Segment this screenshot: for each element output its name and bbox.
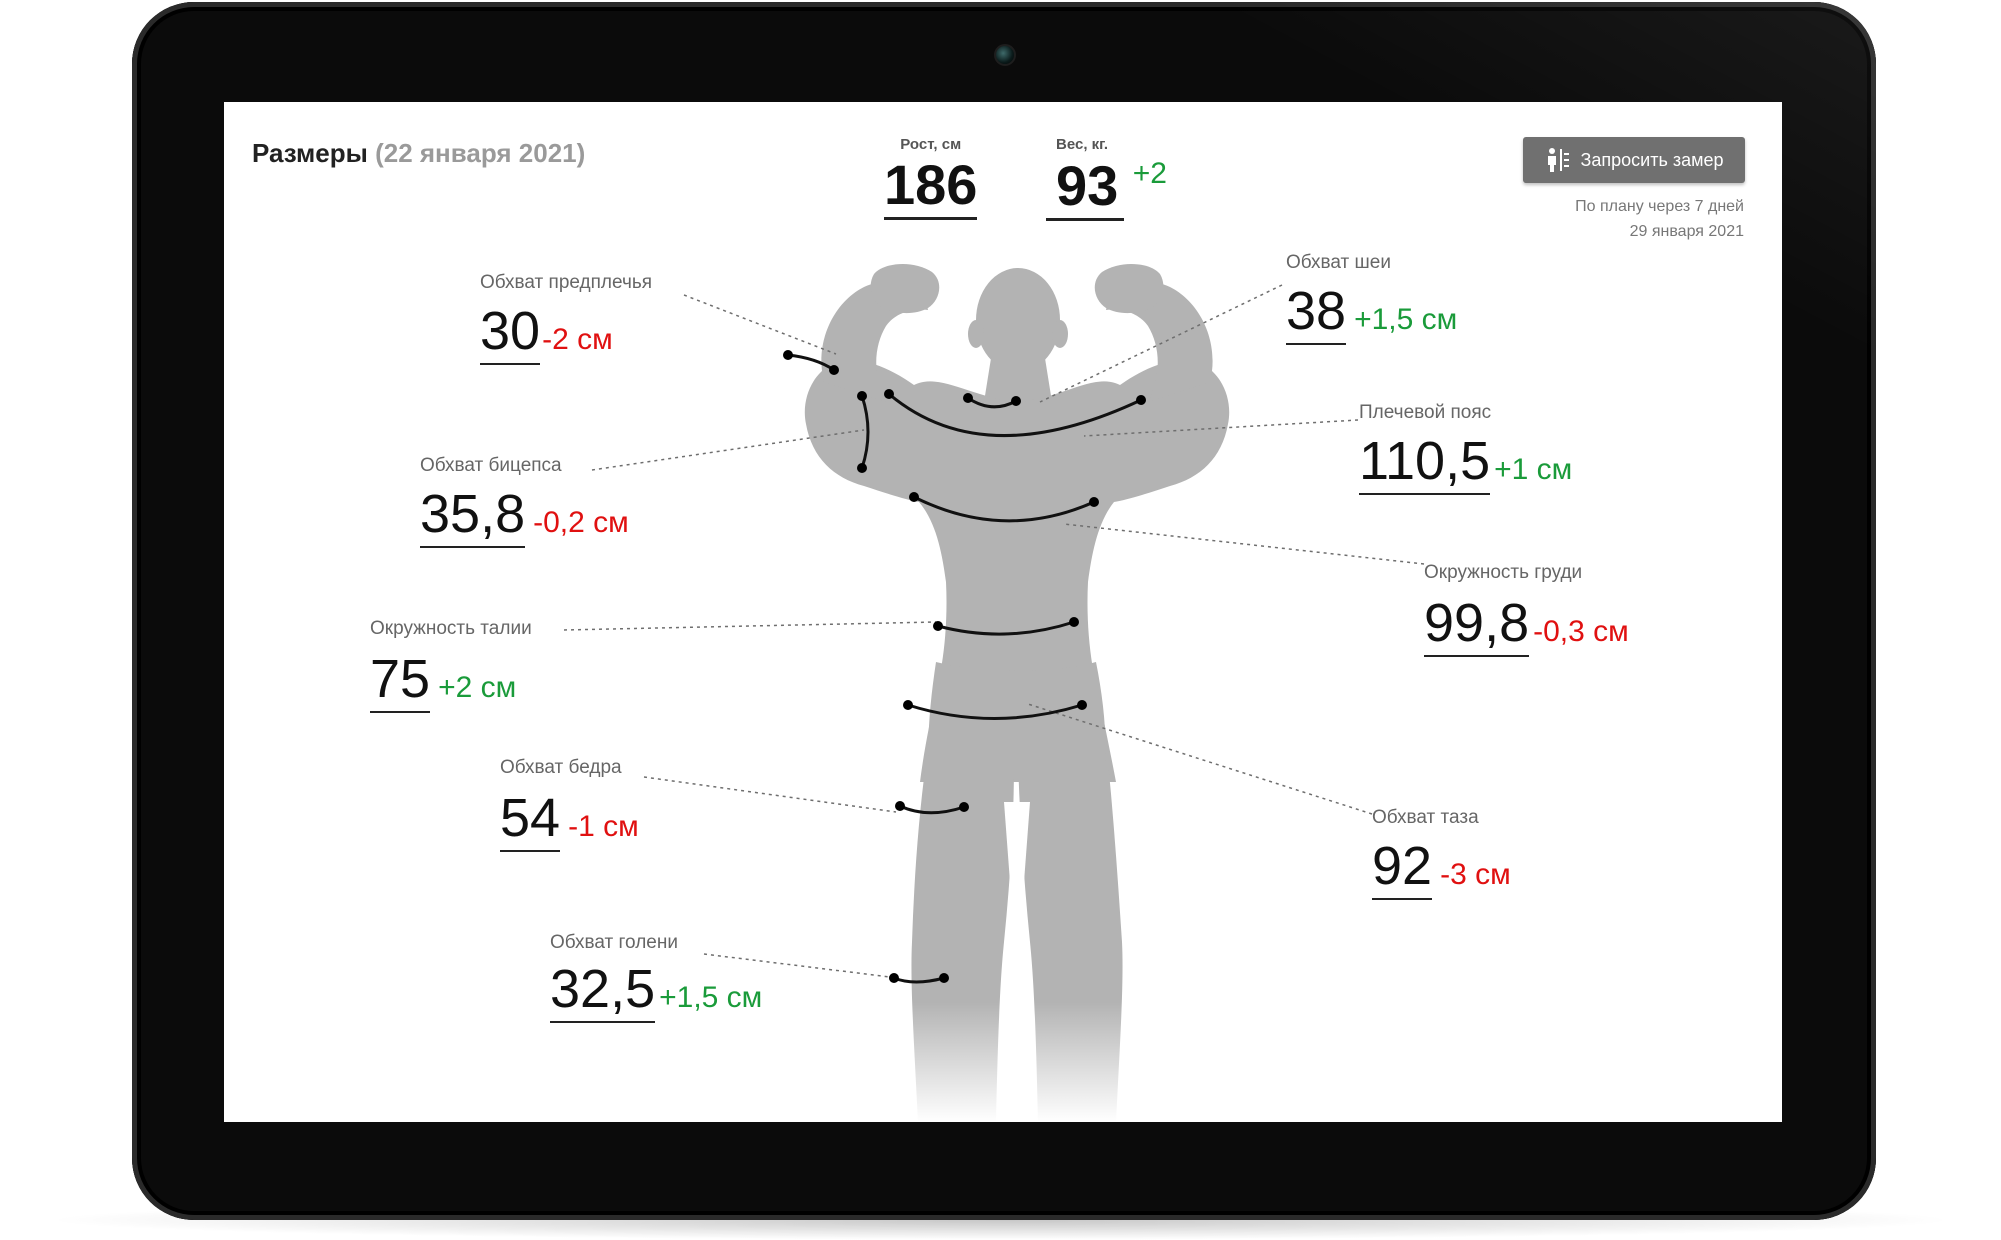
measure-forearm[interactable]: Обхват предплечья 30-2 см (480, 272, 653, 365)
biceps-value: 35,8 (420, 484, 526, 548)
biceps-label: Обхват бицепса (420, 455, 562, 476)
body-figure (563, 263, 1425, 1122)
waist-value: 75 (370, 649, 431, 713)
measure-shoulders[interactable]: Плечевой пояс 110,5 +1 см (1359, 402, 1573, 495)
measure-thigh[interactable]: Обхват бедра 54 -1 см (500, 757, 639, 852)
thigh-delta: -1 см (568, 810, 639, 843)
people-icon (1547, 148, 1569, 172)
measure-biceps[interactable]: Обхват бицепса 35,8 -0,2 см (420, 455, 629, 548)
screen: Размеры (22 января 2021) Рост, см 186 Ве… (224, 102, 1782, 1122)
leader-lines (563, 284, 1425, 978)
neck-label: Обхват шеи (1286, 252, 1391, 273)
waist-label: Окружность талии (370, 618, 532, 639)
body-silhouette (804, 263, 1230, 1122)
weight-stat: Вес, кг. 93 +2 (1046, 136, 1167, 221)
weight-label: Вес, кг. (1056, 136, 1109, 153)
forearm-delta: -2 см (542, 323, 613, 356)
shoulders-label: Плечевой пояс (1359, 402, 1492, 423)
neck-delta: +1,5 см (1354, 303, 1458, 336)
request-button-label: Запросить замер (1580, 149, 1724, 170)
waist-delta: +2 см (438, 671, 517, 704)
height-value: 186 (884, 157, 978, 220)
neck-value: 38 (1286, 281, 1347, 345)
request-measurement-button[interactable]: Запросить замер (1523, 137, 1745, 183)
chest-label: Окружность груди (1424, 562, 1583, 583)
calf-delta: +1,5 см (659, 981, 763, 1014)
biceps-delta: -0,2 см (533, 506, 629, 539)
figure-fade (884, 1002, 1144, 1122)
chest-delta: -0,3 см (1533, 615, 1629, 648)
measure-chest[interactable]: Окружность груди 99,8 -0,3 см (1424, 562, 1629, 657)
forearm-label: Обхват предплечья (480, 272, 653, 293)
calf-label: Обхват голени (550, 932, 678, 953)
measure-calf[interactable]: Обхват голени 32,5 +1,5 см (550, 932, 763, 1023)
forearm-value: 30 (480, 301, 541, 365)
title-text: Размеры (252, 138, 368, 168)
height-stat: Рост, см 186 (884, 136, 978, 220)
plan-line-1: По плану через 7 дней (1575, 198, 1744, 215)
thigh-value: 54 (500, 788, 561, 852)
hips-value: 92 (1372, 836, 1433, 900)
hips-delta: -3 см (1440, 858, 1511, 891)
measure-neck[interactable]: Обхват шеи 38 +1,5 см (1286, 252, 1458, 345)
thigh-label: Обхват бедра (500, 757, 622, 778)
calf-value: 32,5 (550, 959, 656, 1023)
shoulders-delta: +1 см (1494, 453, 1573, 486)
weight-delta: +2 (1132, 157, 1167, 190)
measure-hips[interactable]: Обхват таза 92 -3 см (1372, 807, 1511, 900)
plan-line-2: 29 января 2021 (1629, 223, 1744, 240)
weight-value: 93 (1046, 158, 1125, 221)
camera-icon (994, 44, 1016, 66)
body-gap (1004, 802, 1030, 882)
page-title: Размеры (22 января 2021) (252, 138, 585, 169)
measure-waist[interactable]: Окружность талии 75 +2 см (370, 618, 532, 713)
height-label: Рост, см (900, 136, 962, 153)
shoulders-value: 110,5 (1359, 431, 1491, 495)
chest-value: 99,8 (1424, 593, 1530, 657)
plan-info: По плану через 7 дней 29 января 2021 (1575, 194, 1744, 244)
title-date: (22 января 2021) (375, 138, 586, 168)
hips-label: Обхват таза (1372, 807, 1479, 828)
measurement-dots (783, 350, 1146, 983)
